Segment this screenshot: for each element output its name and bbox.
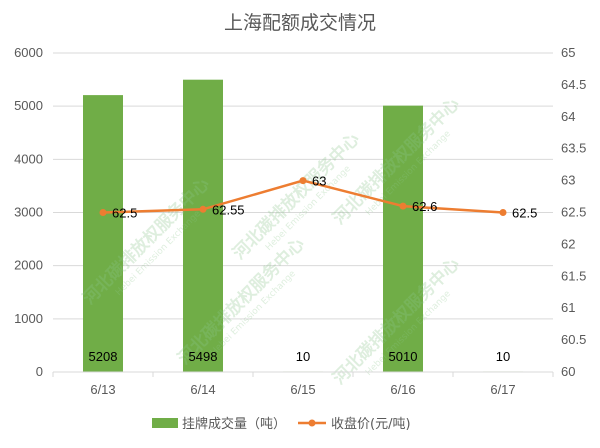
price-point <box>399 202 407 210</box>
bar-value-label: 5498 <box>189 349 218 364</box>
y-left-tick-label: 3000 <box>14 205 43 220</box>
price-value-label: 62.5 <box>112 206 137 221</box>
y-left-tick-label: 0 <box>36 364 43 379</box>
y-right-tick-label: 64 <box>561 109 575 124</box>
x-tick-label: 6/16 <box>390 382 415 397</box>
y-right-tick-label: 65 <box>561 45 575 60</box>
y-right-tick-label: 63.5 <box>561 141 586 156</box>
y-right-tick-label: 61 <box>561 300 575 315</box>
y-right-tick-label: 63 <box>561 173 575 188</box>
bar-value-label: 10 <box>496 349 510 364</box>
x-tick-label: 6/15 <box>290 382 315 397</box>
y-right-tick-label: 61.5 <box>561 268 586 283</box>
bar <box>83 95 123 372</box>
y-left-tick-label: 1000 <box>14 311 43 326</box>
data-labels: 5208 5498 10 5010 10 62.5 62.55 63 62.6 62.5 <box>89 174 538 364</box>
bar-value-label: 10 <box>296 349 310 364</box>
legend-marker-price <box>308 419 316 427</box>
line-series <box>99 177 507 216</box>
bar <box>383 105 423 372</box>
price-point <box>499 209 507 216</box>
x-tick-label: 6/17 <box>490 382 515 397</box>
y-right-tick-label: 60 <box>561 364 575 379</box>
legend: 挂牌成交量（吨） 收盘价(元/吨) <box>152 416 411 432</box>
price-value-label: 62.5 <box>512 206 537 221</box>
y-right-tick-label: 64.5 <box>561 77 586 92</box>
y-left-tick-label: 4000 <box>14 151 43 166</box>
y-left-tick-label: 2000 <box>14 258 43 273</box>
bar-series <box>83 79 523 373</box>
x-tick-label: 6/13 <box>90 382 115 397</box>
price-point <box>99 209 107 216</box>
bar-value-label: 5208 <box>89 349 118 364</box>
y-right-tick-label: 62.5 <box>561 205 586 220</box>
axes: 0 1000 2000 3000 4000 5000 6000 60 60.5 61 61.5 62 6… <box>14 45 586 397</box>
price-value-label: 62.55 <box>212 202 245 217</box>
price-value-label: 62.6 <box>412 199 437 214</box>
bar <box>183 79 223 372</box>
bar-value-label: 5010 <box>389 349 418 364</box>
y-left-tick-label: 6000 <box>14 45 43 60</box>
legend-label-price: 收盘价(元/吨) <box>331 416 411 432</box>
legend-label-volume: 挂牌成交量（吨） <box>182 416 286 432</box>
chart-title: 上海配额成交情况 <box>224 12 376 34</box>
y-left-tick-label: 5000 <box>14 98 43 113</box>
y-right-tick-label: 60.5 <box>561 332 586 347</box>
y-right-tick-label: 62 <box>561 236 575 251</box>
price-point <box>199 205 207 213</box>
price-value-label: 63 <box>312 174 326 189</box>
x-tick-label: 6/14 <box>190 382 215 397</box>
legend-swatch-volume <box>152 418 178 428</box>
price-point <box>299 177 307 185</box>
